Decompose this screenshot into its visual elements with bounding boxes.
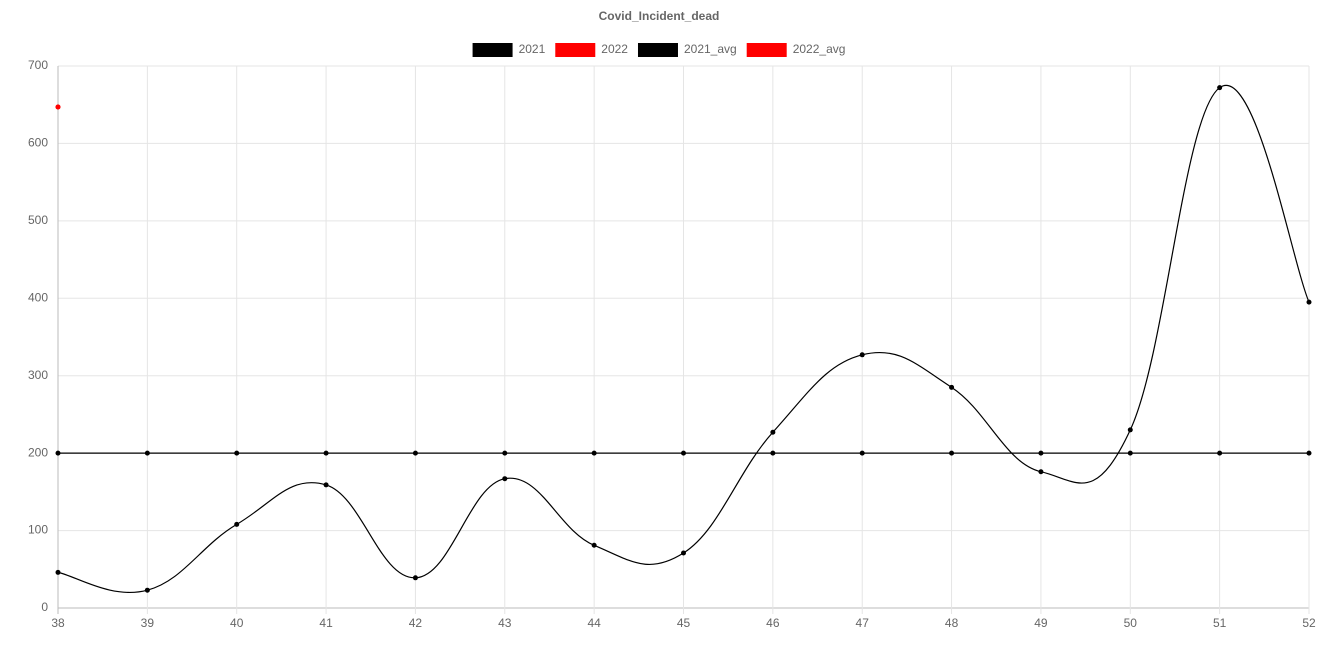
y-tick-label: 200 <box>28 445 48 459</box>
data-point <box>1217 85 1223 91</box>
y-tick-label: 600 <box>28 136 48 150</box>
data-point <box>323 450 329 456</box>
data-point <box>55 569 61 575</box>
y-tick-label: 100 <box>28 523 48 537</box>
data-point <box>591 450 597 456</box>
legend-swatch <box>746 43 787 57</box>
data-point <box>55 450 61 456</box>
data-point <box>770 429 776 435</box>
data-point <box>770 450 776 456</box>
x-tick-label: 41 <box>319 616 333 630</box>
data-point <box>1306 299 1312 305</box>
legend-swatch <box>555 43 596 57</box>
data-point <box>502 476 508 482</box>
x-tick-label: 45 <box>677 616 691 630</box>
data-point <box>1127 450 1133 456</box>
x-tick-label: 39 <box>141 616 155 630</box>
data-point <box>1306 450 1312 456</box>
chart-title: Covid_Incident_dead <box>599 9 720 23</box>
legend-label: 2022 <box>601 42 628 56</box>
data-point <box>55 104 61 110</box>
series-line <box>57 84 1310 593</box>
x-tick-label: 38 <box>51 616 65 630</box>
data-point <box>1038 469 1044 475</box>
data-point <box>234 521 240 527</box>
data-point <box>859 450 865 456</box>
x-tick-label: 48 <box>945 616 959 630</box>
data-point <box>323 482 329 488</box>
x-tick-label: 51 <box>1213 616 1227 630</box>
data-point <box>502 450 508 456</box>
data-point <box>949 450 955 456</box>
x-tick-label: 47 <box>856 616 870 630</box>
legend-swatch <box>637 43 678 57</box>
x-tick-label: 44 <box>587 616 601 630</box>
x-tick-label: 49 <box>1034 616 1048 630</box>
x-tick-label: 52 <box>1302 616 1316 630</box>
data-point <box>234 450 240 456</box>
legend: 2021 2022 2021_avg 2022_avg <box>472 42 846 57</box>
data-point <box>412 575 418 581</box>
y-tick-label: 300 <box>28 368 48 382</box>
data-point <box>591 542 597 548</box>
data-point <box>681 450 686 456</box>
data-point <box>144 450 150 456</box>
data-point <box>1217 450 1223 456</box>
x-tick-label: 50 <box>1124 616 1138 630</box>
x-tick-label: 43 <box>498 616 512 630</box>
data-point <box>144 587 150 593</box>
data-point <box>1127 427 1133 433</box>
legend-label: 2022_avg <box>793 42 846 56</box>
legend-label: 2021_avg <box>684 42 737 56</box>
legend-swatch <box>472 43 513 57</box>
data-point <box>859 352 865 358</box>
y-tick-label: 400 <box>28 290 48 304</box>
data-point <box>1038 450 1044 456</box>
data-point <box>681 550 686 556</box>
data-point <box>412 450 418 456</box>
x-tick-label: 40 <box>230 616 244 630</box>
y-tick-label: 700 <box>28 58 48 72</box>
y-tick-label: 500 <box>28 213 48 227</box>
y-tick-label: 0 <box>41 600 48 614</box>
x-tick-label: 42 <box>409 616 423 630</box>
legend-label: 2021 <box>519 42 546 56</box>
x-tick-label: 46 <box>766 616 780 630</box>
data-point <box>949 384 955 390</box>
